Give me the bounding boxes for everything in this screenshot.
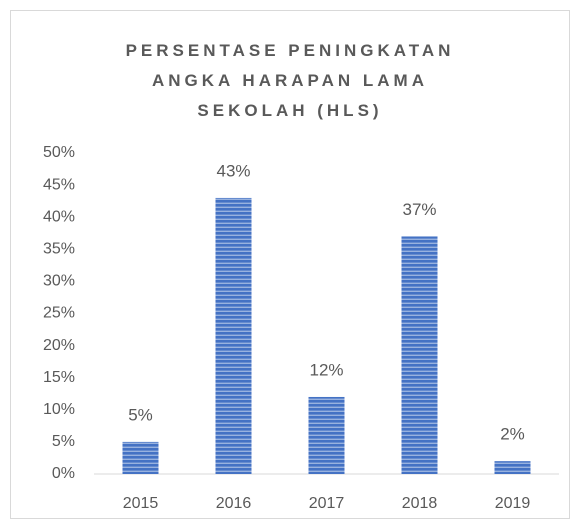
y-tick-label: 5% [52, 433, 75, 450]
data-label: 5% [128, 405, 153, 424]
y-tick-label: 40% [43, 208, 75, 225]
y-tick-label: 50% [43, 144, 75, 161]
data-label: 37% [402, 200, 436, 219]
x-tick-label: 2015 [123, 495, 159, 512]
y-tick-label: 25% [43, 305, 75, 322]
chart-title: PERSENTASE PENINGKATAN ANGKA HARAPAN LAM… [125, 41, 455, 120]
bar [122, 441, 159, 474]
y-tick-label: 10% [43, 401, 75, 418]
y-tick-label: 35% [43, 241, 75, 258]
x-tick-label: 2019 [495, 495, 531, 512]
bar [215, 197, 252, 474]
y-tick-label: 20% [43, 337, 75, 354]
data-label: 12% [309, 360, 343, 379]
y-tick-label: 0% [52, 465, 75, 482]
x-tick-label: 2016 [216, 495, 252, 512]
y-tick-label: 45% [43, 176, 75, 193]
bar [494, 461, 531, 474]
x-tick-label: 2017 [309, 495, 345, 512]
bar [401, 236, 438, 474]
data-label: 43% [216, 161, 250, 180]
chart-border [10, 10, 570, 519]
data-label: 2% [500, 425, 525, 444]
y-tick-label: 30% [43, 273, 75, 290]
bar [308, 396, 345, 474]
y-tick-label: 15% [43, 369, 75, 386]
x-tick-label: 2018 [402, 495, 438, 512]
